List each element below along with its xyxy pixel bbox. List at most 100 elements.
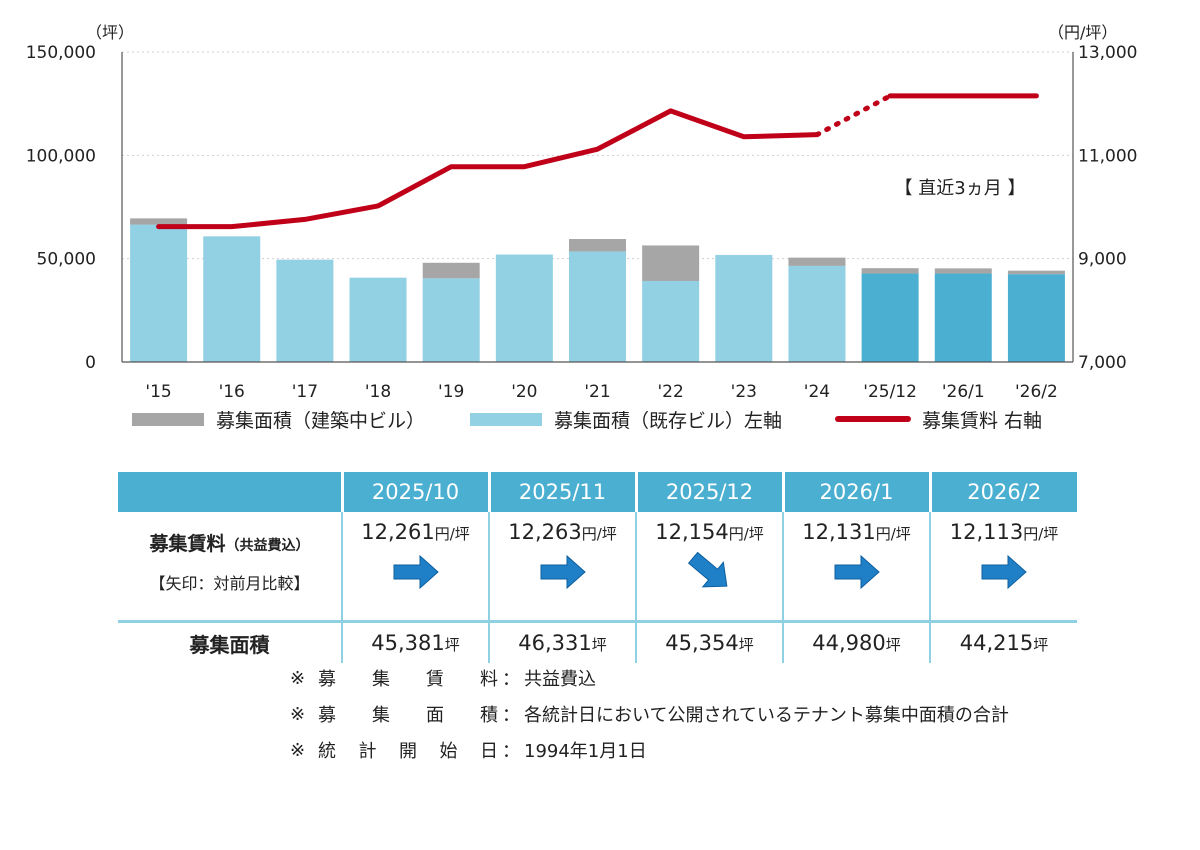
footnote-key-char: 開 [399,741,417,762]
footnote-key-char: 計 [358,741,377,762]
bar-construction [130,218,188,225]
rent-unit: 円/坪 [434,525,470,543]
bar-existing [715,254,773,362]
right-tick-label: 9,000 [1078,250,1127,270]
arrow-note: 【矢印：対前月比較】 [149,573,310,593]
area-unit: 坪 [1033,636,1049,654]
left-tick-label: 150,000 [26,43,96,63]
x-tick-label: '25/12 [863,382,917,402]
x-tick-label: '23 [731,382,757,402]
grid-lines [122,51,1073,260]
x-tick-label: '18 [365,382,391,402]
bar-construction [1007,270,1065,275]
bar-existing [203,236,261,362]
bar-construction [861,268,919,274]
rent-line-historical [156,108,820,230]
trend-flat-arrow-icon [540,554,586,590]
rent-line [156,93,1039,230]
bar-existing [1007,274,1065,362]
rent-unit: 円/坪 [581,525,617,543]
rent-label: 募集賃料（共益費込） [149,532,310,555]
table-header-month: 2025/11 [487,472,636,512]
footnote-key-char: 料 [480,669,498,690]
legend-swatch-construction [132,413,204,426]
bar-existing [276,259,334,362]
footnote-key-char: 賃 [426,669,444,690]
table-header-row: 2025/10 2025/11 2025/12 2026/1 2026/2 [118,472,1077,512]
legend-label-construction: 募集面積（建築中ビル） [216,410,425,432]
area-value: 44,980 [812,631,886,655]
area-cell: 44,980坪 [782,621,930,663]
right-tick-label: 11,000 [1078,146,1137,166]
legend-label-rent: 募集賃料 右軸 [922,410,1042,432]
area-value: 45,381 [371,631,445,655]
trend-down-arrow-icon [687,552,727,588]
rent-cell: 12,113円/坪 [929,512,1077,623]
bar-existing [349,277,407,362]
area-unit: 坪 [738,636,754,654]
x-tick-label: '15 [145,382,171,402]
footnote-key-char: 募 [318,705,336,726]
area-cell: 45,354坪 [635,621,783,663]
footnote-text: 共益費込 [524,669,596,690]
rent-cell: 12,154円/坪 [635,512,783,623]
x-tick-label: '19 [438,382,464,402]
bar-construction [422,262,480,279]
bar-existing [934,273,992,362]
legend: 募集面積（建築中ビル） 募集面積（既存ビル）左軸 募集賃料 右軸 [132,410,1042,432]
trend-flat-arrow-icon [393,554,439,590]
area-value: 46,331 [518,631,592,655]
footnote-key-char: 面 [426,705,444,726]
table-header-month: 2026/1 [781,472,930,512]
footnote-key-char: 集 [372,705,390,726]
x-tick-label: '17 [292,382,318,402]
recent-annotation: 【 直近3ヵ月 】 [895,178,1026,199]
footnote-key: 募集賃料 [318,665,498,691]
footnote-key: 募集面積 [318,701,498,727]
table-header-month: 2026/2 [928,472,1077,512]
x-tick-label: '21 [584,382,610,402]
footnote-colon: ： [502,669,520,690]
bar-construction [642,245,700,281]
trend-flat-arrow-icon [981,554,1027,590]
area-cell: 45,381坪 [341,621,489,663]
footnote-key-char: 始 [439,741,458,762]
left-tick-label: 100,000 [26,146,96,166]
rent-label-cell: 募集賃料（共益費込） 【矢印：対前月比較】 [118,512,342,623]
bar-construction [788,257,846,266]
area-label: 募集面積 [189,632,270,657]
area-cell: 44,215坪 [929,621,1077,663]
footnote: ※ 統 計 開 始 日： 1994年1月1日 [290,732,1009,768]
area-unit: 坪 [591,636,607,654]
rent-value: 12,154 [655,520,729,544]
footnote-text: 1994年1月1日 [524,741,647,762]
rent-value: 12,113 [949,520,1024,544]
rent-line-dotted [814,93,893,138]
area-value: 44,215 [959,631,1034,655]
rent-value: 12,263 [508,520,582,544]
legend-label-existing: 募集面積（既存ビル）左軸 [554,410,782,432]
footnote-key-char: 統 [318,741,336,762]
table-row-rent: 募集賃料（共益費込） 【矢印：対前月比較】 12,261円/坪 12,263円/… [118,512,1077,623]
x-tick-label: '20 [511,382,537,402]
footnote-text: 各統計日において公開されているテナント募集中面積の合計 [524,705,1009,726]
rent-value: 12,261 [361,520,435,544]
rent-value: 12,131 [802,520,876,544]
footnote: ※ 募 集 賃 料：共益費込 [290,660,1009,696]
left-tick-label: 50,000 [37,250,96,270]
x-tick-label: '26/1 [942,382,985,402]
area-unit: 坪 [885,636,901,654]
footnote-key-char: 集 [372,669,390,690]
table-row-area: 募集面積 45,381坪 46,331坪 45,354坪 44,980坪 44,… [118,621,1077,663]
footnote-mark: ※ [290,703,306,725]
table-header-blank [118,472,342,512]
footnote-colon: ： [502,741,520,762]
bar-existing [569,251,626,362]
bar-existing [861,273,919,362]
footnote-mark: ※ [290,667,306,689]
bar-existing [130,224,188,362]
footnote-key: 統計開始日 [318,737,498,763]
footnote: ※ 募 集 面 積：各統計日において公開されているテナント募集中面積の合計 [290,696,1009,732]
area-value: 45,354 [665,631,739,655]
rent-unit: 円/坪 [1023,525,1059,543]
